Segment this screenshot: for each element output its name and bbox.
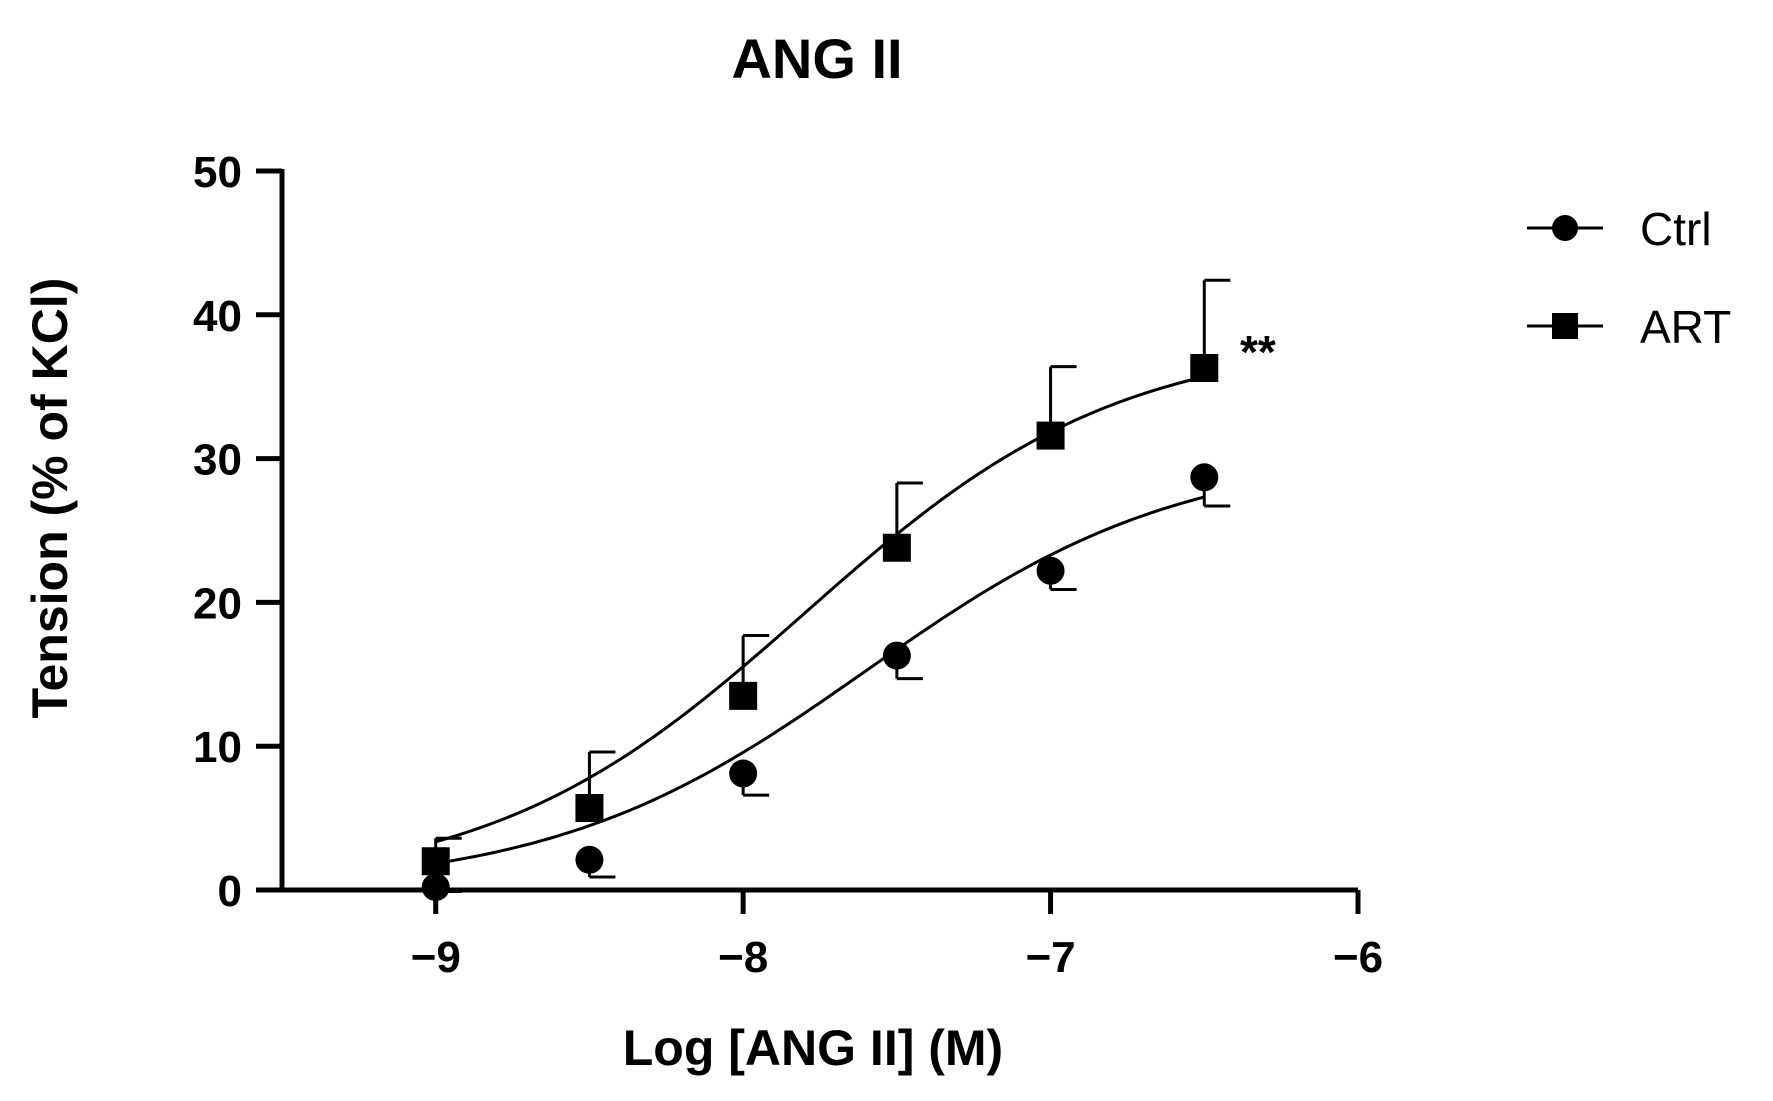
point-art (1036, 421, 1065, 450)
y-tick-label: 40 (193, 292, 242, 341)
y-tick-label: 30 (193, 436, 242, 485)
legend-label-art: ART (1640, 301, 1731, 353)
legend-label-ctrl: Ctrl (1640, 203, 1712, 255)
legend-marker-art (1552, 313, 1578, 339)
significance-annotation: ** (1240, 326, 1276, 378)
point-ctrl (575, 845, 604, 874)
axes: −9 −8 −7 −6 0 10 20 30 40 50 (193, 148, 1383, 982)
fit-curve-ctrl (435, 495, 1205, 865)
x-tick-label: −8 (718, 933, 768, 982)
point-ctrl (1190, 463, 1219, 492)
point-art (421, 847, 450, 876)
x-tick-label: −7 (1025, 933, 1075, 982)
point-ctrl (421, 873, 450, 902)
x-axis-title: Log [ANG II] (M) (623, 1020, 1003, 1076)
x-tick-label: −6 (1333, 933, 1383, 982)
point-art (575, 794, 604, 823)
fit-curves (435, 375, 1205, 865)
y-tick-label: 10 (193, 723, 242, 772)
point-ctrl (729, 759, 758, 788)
point-art (882, 533, 911, 562)
x-tick-label: −9 (411, 933, 461, 982)
point-ctrl (882, 641, 911, 670)
y-tick-label: 50 (193, 148, 242, 197)
error-bars (434, 278, 1231, 893)
data-points (421, 354, 1219, 902)
point-ctrl (1036, 556, 1065, 585)
y-tick-label: 20 (193, 579, 242, 628)
y-axis-title: Tension (% of KCl) (22, 278, 78, 719)
y-tick-label: 0 (218, 867, 242, 916)
chart-title: ANG II (731, 27, 902, 90)
point-art (1190, 354, 1219, 383)
legend-marker-ctrl (1552, 215, 1578, 241)
point-art (729, 681, 758, 710)
fit-curve-art (435, 375, 1205, 844)
legend: Ctrl ART (1527, 203, 1731, 353)
